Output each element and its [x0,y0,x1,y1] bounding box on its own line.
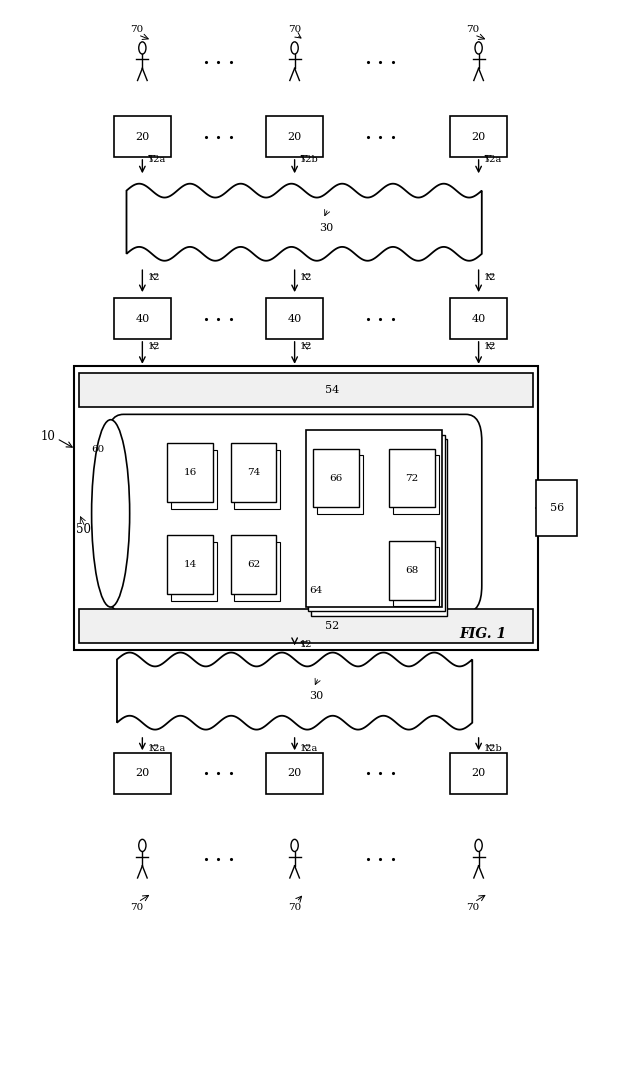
FancyBboxPatch shape [266,298,323,339]
Text: 40: 40 [287,313,301,324]
Text: 12: 12 [484,342,496,352]
Text: 62: 62 [247,561,260,569]
Text: 66: 66 [329,473,342,482]
FancyBboxPatch shape [167,443,212,502]
FancyBboxPatch shape [230,443,276,502]
FancyBboxPatch shape [450,753,507,794]
Text: 60: 60 [92,444,105,454]
FancyBboxPatch shape [450,116,507,157]
Text: 20: 20 [287,768,301,779]
Text: 12: 12 [147,342,160,352]
Text: 10: 10 [41,429,56,443]
FancyBboxPatch shape [393,455,438,514]
Text: 12a: 12a [147,744,166,753]
FancyBboxPatch shape [266,116,323,157]
FancyBboxPatch shape [266,753,323,794]
FancyBboxPatch shape [114,753,171,794]
Text: 52: 52 [325,621,339,632]
Text: 20: 20 [287,131,301,142]
Text: 70: 70 [130,903,143,911]
Text: 12a: 12a [484,155,502,164]
FancyBboxPatch shape [114,116,171,157]
Text: 14: 14 [183,561,196,569]
Text: 72: 72 [405,473,419,482]
Polygon shape [127,184,482,260]
Text: 20: 20 [135,768,150,779]
FancyBboxPatch shape [536,480,577,536]
FancyBboxPatch shape [234,450,280,509]
FancyBboxPatch shape [79,609,533,643]
Text: 30: 30 [309,692,323,702]
Text: 12: 12 [484,273,496,282]
Text: 16: 16 [183,468,196,477]
FancyBboxPatch shape [317,455,362,514]
Text: 56: 56 [550,502,564,513]
FancyBboxPatch shape [393,547,438,606]
FancyBboxPatch shape [74,366,538,650]
Text: 12: 12 [300,640,312,649]
Text: 12b: 12b [484,744,502,753]
FancyBboxPatch shape [230,536,276,594]
Text: 70: 70 [466,903,479,911]
Text: 12: 12 [300,342,312,352]
Text: 40: 40 [472,313,486,324]
Text: 54: 54 [325,385,339,395]
Text: 20: 20 [472,131,486,142]
FancyBboxPatch shape [450,298,507,339]
Text: 50: 50 [76,523,91,536]
Text: 74: 74 [247,468,260,477]
FancyBboxPatch shape [114,298,171,339]
Text: 12a: 12a [300,744,318,753]
FancyBboxPatch shape [311,439,447,615]
FancyBboxPatch shape [108,414,482,612]
FancyBboxPatch shape [79,372,533,407]
Text: 12a: 12a [147,155,166,164]
Text: 12: 12 [147,273,160,282]
Text: FIG. 1: FIG. 1 [460,627,507,641]
FancyBboxPatch shape [389,449,435,508]
Text: 68: 68 [405,566,419,575]
Polygon shape [117,652,472,730]
Text: 20: 20 [472,768,486,779]
FancyBboxPatch shape [171,450,216,509]
FancyBboxPatch shape [389,540,435,599]
FancyBboxPatch shape [306,430,442,607]
FancyBboxPatch shape [313,449,358,508]
Text: 30: 30 [319,223,333,232]
Text: 12b: 12b [300,155,319,164]
FancyBboxPatch shape [167,536,212,594]
FancyBboxPatch shape [308,435,445,611]
Text: 70: 70 [288,903,301,911]
Text: 64: 64 [309,586,322,595]
Text: 70: 70 [288,25,301,34]
Text: 20: 20 [135,131,150,142]
FancyBboxPatch shape [171,541,216,600]
Text: 70: 70 [130,25,143,34]
Text: 70: 70 [466,25,479,34]
FancyBboxPatch shape [234,541,280,600]
Text: 12: 12 [300,273,312,282]
Text: 40: 40 [135,313,150,324]
Ellipse shape [92,420,130,607]
